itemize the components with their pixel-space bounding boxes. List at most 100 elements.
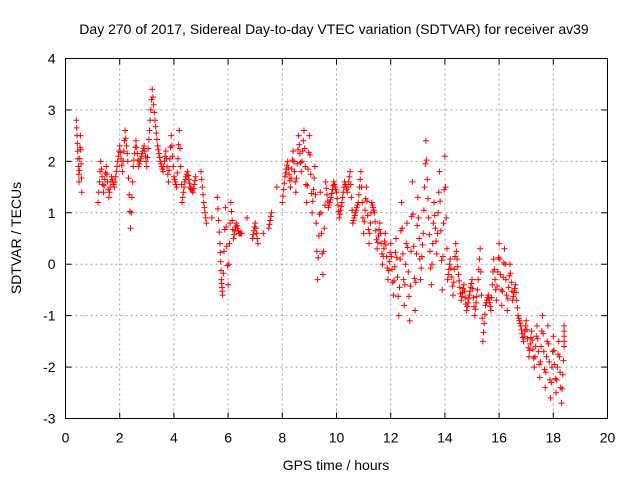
data-point — [352, 209, 359, 216]
data-point — [78, 160, 85, 167]
data-point — [402, 261, 409, 268]
data-point — [265, 225, 272, 232]
data-point — [167, 144, 174, 151]
data-point — [542, 384, 549, 391]
data-point — [486, 299, 493, 306]
data-point — [465, 295, 472, 302]
data-point — [153, 130, 160, 137]
data-point — [126, 191, 133, 198]
data-point — [553, 389, 560, 396]
data-point — [513, 297, 520, 304]
data-point — [439, 286, 446, 293]
data-point — [122, 127, 129, 134]
data-point — [221, 226, 228, 233]
data-point — [381, 238, 388, 245]
data-point — [183, 171, 190, 178]
data-point — [435, 209, 442, 216]
data-point — [445, 271, 452, 278]
data-point — [328, 194, 335, 201]
data-point — [504, 307, 511, 314]
data-point — [475, 276, 482, 283]
data-point — [501, 245, 508, 252]
data-point — [297, 159, 304, 166]
data-point — [317, 209, 324, 216]
data-point — [425, 214, 432, 221]
data-point — [353, 207, 360, 214]
data-point — [397, 256, 404, 263]
data-point — [557, 369, 564, 376]
data-point — [368, 199, 375, 206]
data-point — [149, 94, 156, 101]
data-point — [369, 202, 376, 209]
data-point — [326, 199, 333, 206]
data-point — [543, 353, 550, 360]
data-point — [553, 376, 560, 383]
data-point — [189, 187, 196, 194]
data-point — [73, 124, 80, 131]
data-point — [537, 358, 544, 365]
data-point — [202, 214, 209, 221]
data-point — [285, 164, 292, 171]
data-point — [286, 177, 293, 184]
data-point — [452, 240, 459, 247]
data-point — [347, 168, 354, 175]
data-point — [252, 225, 259, 232]
data-point — [74, 148, 81, 155]
data-point — [310, 186, 317, 193]
data-point — [384, 265, 391, 272]
data-point — [478, 292, 485, 299]
data-point — [384, 276, 391, 283]
data-point — [387, 240, 394, 247]
data-point — [372, 218, 379, 225]
data-point — [314, 276, 321, 283]
data-point — [217, 258, 224, 265]
data-point — [74, 140, 81, 147]
data-point — [111, 178, 118, 185]
data-point — [395, 312, 402, 319]
y-tick-label: -3 — [43, 411, 56, 427]
data-point — [282, 173, 289, 180]
data-point — [221, 248, 228, 255]
data-point — [219, 292, 226, 299]
data-point — [558, 400, 565, 407]
data-point — [405, 268, 412, 275]
data-point — [294, 160, 301, 167]
data-point — [294, 146, 301, 153]
data-point — [485, 292, 492, 299]
data-point — [524, 335, 531, 342]
data-point — [424, 176, 431, 183]
data-point — [400, 276, 407, 283]
data-point — [307, 151, 314, 158]
data-point — [95, 199, 102, 206]
data-point — [133, 144, 140, 151]
data-point — [174, 169, 181, 176]
data-point — [473, 299, 480, 306]
data-point — [541, 366, 548, 373]
data-point — [389, 279, 396, 286]
data-point — [412, 279, 419, 286]
data-point — [306, 132, 313, 139]
data-point — [238, 230, 245, 237]
data-point — [398, 199, 405, 206]
data-point — [110, 181, 117, 188]
data-point — [456, 284, 463, 291]
data-point — [77, 146, 84, 153]
data-point — [431, 199, 438, 206]
data-point — [332, 184, 339, 191]
data-point — [410, 211, 417, 218]
data-point — [453, 248, 460, 255]
data-point — [320, 248, 327, 255]
data-point — [200, 191, 207, 198]
data-point — [525, 353, 532, 360]
data-point — [200, 199, 207, 206]
data-point — [339, 194, 346, 201]
data-point — [385, 267, 392, 274]
data-point — [233, 222, 240, 229]
data-point — [192, 173, 199, 180]
data-point — [135, 163, 142, 170]
data-point — [151, 109, 158, 116]
data-point — [214, 205, 221, 212]
data-point — [118, 162, 125, 169]
data-point — [292, 178, 299, 185]
